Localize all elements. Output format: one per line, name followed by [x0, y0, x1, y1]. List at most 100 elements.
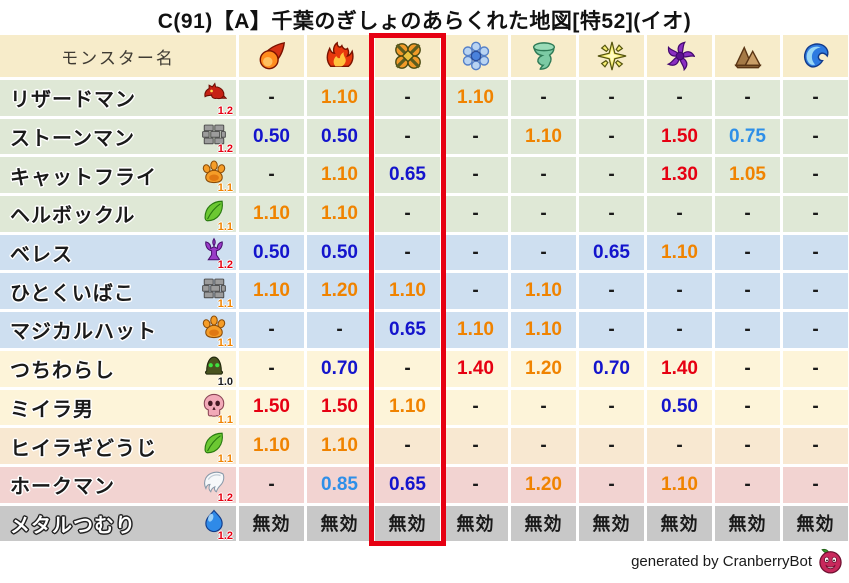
column-header-wind — [511, 35, 576, 77]
resistance-value: 1.10 — [375, 273, 440, 310]
resistance-value: - — [443, 157, 508, 194]
resistance-value: - — [783, 118, 848, 155]
resistance-value: 1.10 — [239, 273, 304, 310]
resistance-value: - — [307, 312, 372, 348]
resistance-value: 無効 — [647, 505, 712, 542]
monster-row-name: ホークマン 1.2 — [0, 466, 236, 504]
resistance-value: - — [715, 350, 780, 387]
footer: generated by CranberryBot — [631, 548, 844, 575]
wave-icon — [801, 41, 831, 71]
resistance-value: - — [375, 234, 440, 271]
resistance-value: 1.05 — [715, 157, 780, 194]
resistance-value: - — [579, 389, 644, 426]
resistance-value: - — [715, 273, 780, 310]
resistance-value: 1.50 — [647, 118, 712, 155]
family-multiplier: 1.0 — [217, 375, 233, 388]
resistance-value: - — [783, 312, 848, 348]
resistance-value: - — [239, 350, 304, 387]
resistance-value: 無効 — [443, 505, 508, 542]
monster-name: キャットフライ — [10, 166, 157, 189]
skull-icon — [201, 392, 227, 418]
resistance-value: - — [239, 466, 304, 503]
resistance-value: 0.50 — [307, 118, 372, 155]
monster-name: ヘルボックル — [10, 205, 136, 228]
resistance-value: - — [579, 466, 644, 503]
resistance-value: 無効 — [715, 505, 780, 542]
monster-row-name: マジカルハット 1.1 — [0, 312, 236, 349]
resistance-value: 1.10 — [307, 80, 372, 116]
resistance-value: 無効 — [375, 505, 440, 542]
snowflake-icon — [461, 41, 491, 71]
resistance-value: - — [715, 234, 780, 271]
resistance-value: - — [783, 273, 848, 310]
flame-icon — [325, 41, 355, 71]
resistance-value: - — [443, 466, 508, 503]
monster-row-name: ストーンマン 1.2 — [0, 118, 236, 156]
resistance-value: - — [783, 80, 848, 116]
resistance-value: 0.65 — [375, 466, 440, 503]
slime-icon — [201, 508, 227, 534]
tornado-icon — [529, 41, 559, 71]
resistance-value: - — [511, 157, 576, 194]
resistance-value: - — [783, 350, 848, 387]
resistance-value: 1.10 — [239, 428, 304, 464]
dragon-icon — [201, 82, 227, 108]
rock-icon — [733, 41, 763, 71]
cranberry-icon — [817, 548, 844, 575]
monster-name: リザードマン — [10, 89, 136, 112]
resistance-value: 1.40 — [443, 350, 508, 387]
family-multiplier: 1.1 — [217, 220, 233, 233]
family-multiplier: 1.2 — [217, 259, 233, 272]
resistance-value: - — [715, 466, 780, 503]
resistance-value: 1.10 — [375, 389, 440, 426]
wing-icon — [201, 469, 227, 495]
resistance-value: 0.50 — [239, 118, 304, 155]
resistance-value: 1.20 — [307, 273, 372, 310]
family-multiplier: 1.2 — [217, 491, 233, 504]
resistance-value: - — [783, 428, 848, 464]
resistance-value: - — [511, 196, 576, 232]
monster-row-name: メタルつむり 1.2 — [0, 505, 236, 542]
monster-row-name: ヘルボックル 1.1 — [0, 196, 236, 233]
monster-name: メタルつむり — [10, 514, 136, 537]
monster-name: マジカルハット — [10, 321, 157, 344]
resistance-value: - — [647, 196, 712, 232]
family-multiplier: 1.1 — [217, 182, 233, 195]
helmet-icon — [201, 353, 227, 379]
family-multiplier: 1.2 — [217, 104, 233, 117]
family-multiplier: 1.2 — [217, 143, 233, 156]
column-header-blaze — [307, 35, 372, 77]
explosion-icon — [393, 41, 423, 71]
resistance-value: 1.10 — [307, 157, 372, 194]
resistance-value: - — [443, 118, 508, 155]
resistance-value: - — [783, 389, 848, 426]
resistance-value: - — [647, 80, 712, 116]
resistance-value: - — [375, 196, 440, 232]
resistance-value: - — [579, 80, 644, 116]
resistance-value: - — [579, 196, 644, 232]
resistance-value: 1.10 — [443, 312, 508, 348]
monster-row-name: ミイラ男 1.1 — [0, 389, 236, 427]
paw-icon — [201, 159, 227, 185]
monster-row-name: ベレス 1.2 — [0, 234, 236, 272]
resistance-value: - — [239, 80, 304, 116]
resistance-value: - — [375, 350, 440, 387]
column-header-earth — [715, 35, 780, 77]
family-multiplier: 1.1 — [217, 414, 233, 427]
resistance-value: - — [715, 80, 780, 116]
monster-row-name: つちわらし 1.0 — [0, 350, 236, 388]
resistance-value: 0.65 — [579, 234, 644, 271]
monster-name: ひとくいばこ — [10, 282, 135, 305]
resistance-value: - — [375, 118, 440, 155]
resistance-value: 無効 — [307, 505, 372, 542]
fireball-icon — [257, 41, 287, 71]
resistance-value: - — [579, 157, 644, 194]
credit-text: generated by CranberryBot — [631, 553, 812, 570]
resistance-value: - — [375, 428, 440, 464]
column-header-dark — [647, 35, 712, 77]
resistance-value: - — [715, 428, 780, 464]
resistance-value: 0.85 — [307, 466, 372, 503]
resistance-value: 0.75 — [715, 118, 780, 155]
resistance-value: 0.65 — [375, 312, 440, 348]
paw-icon — [201, 314, 227, 340]
